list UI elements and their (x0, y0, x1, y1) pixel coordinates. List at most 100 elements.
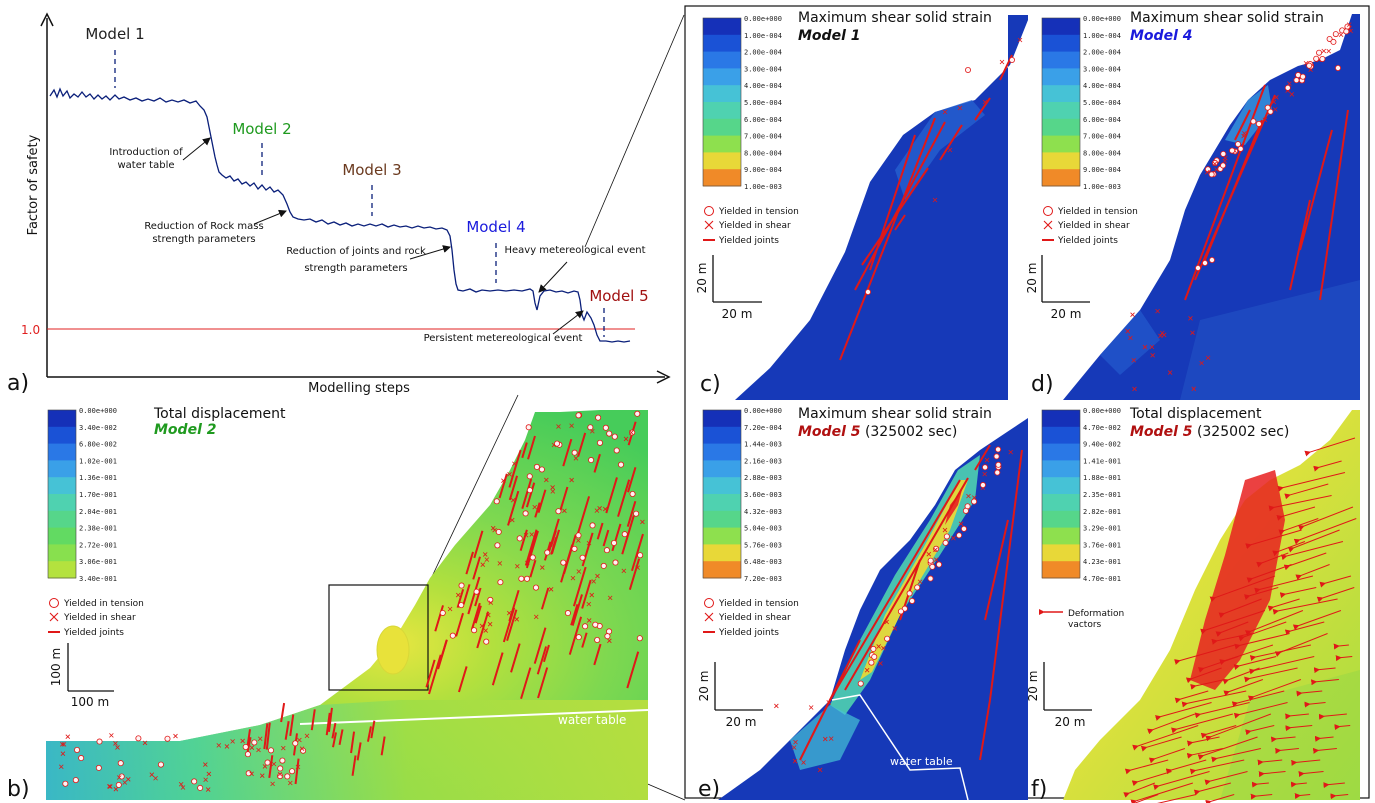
legend-scale-label: 1.88e-001 (1083, 474, 1121, 482)
yielded-joint (350, 731, 356, 754)
yielded-joint (331, 722, 337, 739)
yielded-joint (829, 479, 961, 701)
shear-mark (512, 461, 517, 467)
panel-e-strain-model5: water table 0.00e+000 7.20e-004 1.44e-003 2… (697, 406, 1028, 802)
shear-mark (586, 618, 592, 623)
shear-mark (1289, 92, 1295, 97)
deformation-vector (1287, 529, 1340, 553)
tension-mark (449, 632, 456, 639)
legend-scale-label: 1.44e-003 (744, 441, 782, 449)
yielded-joint (570, 604, 579, 626)
shear-mark (515, 563, 520, 569)
yielded-joint (472, 556, 481, 580)
tension-mark (604, 633, 611, 640)
shear-mark (259, 773, 265, 778)
tension-mark (1299, 73, 1306, 80)
deformation-vector (1316, 587, 1355, 603)
shear-mark (180, 785, 186, 790)
panel-letter-c: c) (700, 372, 721, 397)
water-table-label-e: water table (890, 755, 953, 768)
yielded-joint (474, 587, 482, 607)
shear-mark (589, 592, 595, 598)
tension-mark (544, 549, 551, 556)
scale-bar-b: 100 m 100 m (49, 643, 114, 709)
yielded-joint (263, 723, 269, 750)
panel-model-e-name: Model 5 (798, 424, 861, 440)
legend-scale-label: 0.00e+000 (744, 15, 782, 23)
tension-mark (1255, 120, 1262, 127)
tension-mark (279, 757, 286, 764)
shear-mark (1242, 131, 1247, 136)
joints-d (1125, 22, 1354, 392)
tension-mark (471, 627, 478, 634)
tension-mark (868, 659, 875, 666)
legend-swatch (1042, 477, 1080, 495)
yielded-joint (593, 453, 601, 473)
panel-model-c: Model 1 (798, 28, 860, 44)
annotation-heavy-event: Heavy metereological event (504, 245, 645, 256)
legend-swatch (703, 494, 741, 512)
deformation-vector (1323, 782, 1345, 789)
deformation-vector (1319, 575, 1352, 588)
shear-mark (876, 644, 881, 649)
yielded-joint (593, 643, 602, 666)
yielded-joint (520, 667, 532, 700)
deformation-vector (1218, 598, 1262, 619)
yielded-joint (542, 644, 550, 663)
legend-swatch (1042, 68, 1080, 86)
legend-scale-label: 2.72e-001 (79, 541, 117, 549)
shear-mark (635, 565, 640, 570)
shear-mark (1142, 344, 1148, 350)
zoom-box (328, 584, 429, 691)
tension-mark (914, 584, 921, 591)
panel-model-f-name: Model 5 (1130, 424, 1193, 440)
tension-mark (587, 424, 594, 431)
shear-mark (1167, 370, 1173, 375)
tension-mark (575, 532, 582, 539)
panel-d-strain-model4: 0.00e+000 1.00e-004 2.00e-004 3.00e-004 4.00… (1025, 10, 1360, 400)
yielded-joint (498, 473, 508, 499)
legend-swatch (703, 169, 741, 187)
tension-mark (960, 525, 967, 532)
deformation-vector (1174, 644, 1236, 665)
deformation-vector (1277, 472, 1346, 492)
deformation-vector (1133, 794, 1159, 803)
tension-mark (497, 579, 504, 586)
tension-mark (637, 552, 644, 559)
shear-mark (951, 535, 956, 541)
legend-scale-label: 9.00e-004 (1083, 166, 1121, 174)
yielded-joint (581, 632, 588, 648)
tension-mark (473, 588, 480, 595)
shear-mark (933, 547, 938, 553)
tension-mark (483, 638, 490, 645)
shear-mark (487, 621, 493, 627)
tension-mark (564, 610, 571, 617)
panel-letter-e: e) (698, 777, 720, 802)
yielded-joint (1204, 119, 1263, 261)
panel-letter-b: b) (7, 777, 30, 802)
legend-scale-label: 5.76e-003 (744, 541, 782, 549)
shear-mark (966, 493, 971, 499)
yielded-joint (1234, 109, 1251, 141)
deformation-vector (1272, 598, 1338, 615)
deformation-vector (1244, 610, 1304, 636)
yielded-joint (602, 529, 610, 547)
shear-mark (1131, 357, 1137, 363)
tension-mark (594, 636, 601, 643)
deformation-vector (1246, 564, 1292, 584)
yielded-joint (605, 477, 618, 514)
annotation-rock-mass-1: Reduction of Rock mass (144, 221, 263, 232)
shear-mark (1199, 360, 1204, 366)
arrow-rock-mass (253, 209, 287, 225)
yielded-joint (540, 587, 550, 610)
deformation-vector (1222, 667, 1260, 685)
panel-c-strain-model1: 0.00e+000 1.00e-004 2.00e-004 3.00e-004 4.00… (695, 10, 1028, 400)
deformation-vector (1298, 770, 1324, 777)
legend-swatch (703, 477, 741, 495)
legend-scale-label: 2.35e-001 (1083, 491, 1121, 499)
panel-f-displacement-model5: 0.00e+000 4.70e-002 9.40e-002 1.41e-001 1.88… (1026, 406, 1360, 803)
yielded-joint (534, 502, 541, 518)
shear-mark (224, 744, 230, 749)
yielded-joint (521, 478, 533, 509)
yielded-joint (356, 742, 362, 761)
